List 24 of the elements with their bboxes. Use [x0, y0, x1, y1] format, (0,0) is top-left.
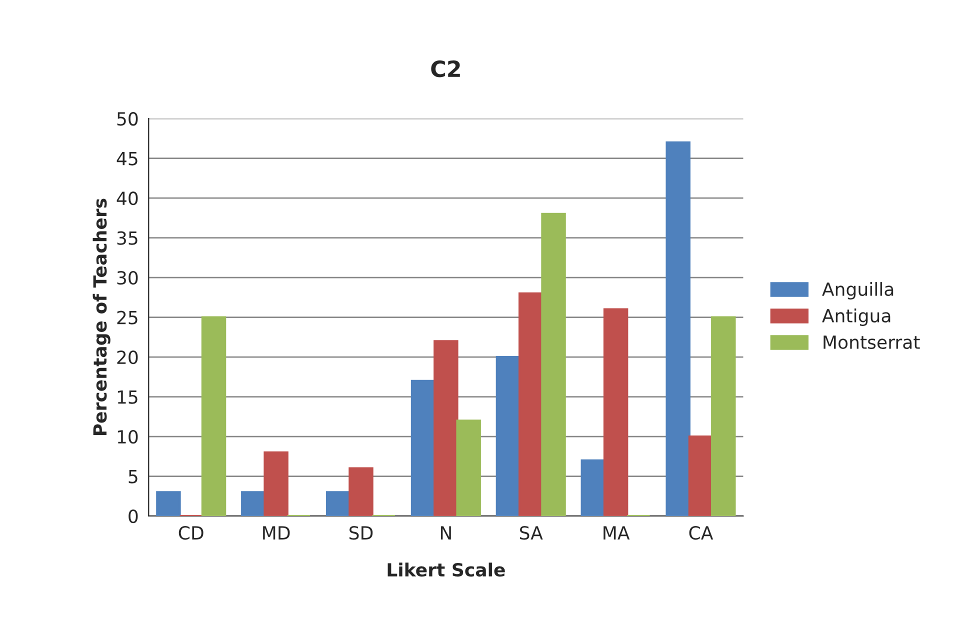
legend-label: Antigua: [822, 308, 890, 326]
y-tick-label: 30: [117, 271, 138, 285]
x-axis-title: Likert Scale: [388, 562, 505, 577]
x-tick-label: SD: [350, 526, 373, 540]
x-tick-label: MA: [604, 526, 630, 540]
y-tick-label: 45: [116, 152, 138, 166]
y-tick-label: 35: [117, 231, 138, 245]
x-tick-label: CA: [689, 526, 714, 540]
y-tick-label: 25: [117, 310, 138, 324]
y-axis-title: Percentage of Teachers: [92, 198, 110, 436]
chart-title: C2: [431, 60, 460, 78]
y-tick-label: 10: [118, 430, 138, 444]
x-tick-label: SA: [520, 526, 543, 540]
y-tick-label: 20: [117, 350, 138, 364]
x-tick-label: CD: [178, 526, 204, 540]
y-tick-label: 15: [118, 390, 138, 404]
legend-label: Anguilla: [822, 282, 894, 300]
y-tick-label: 40: [116, 192, 138, 206]
y-tick-label: 0: [128, 509, 138, 524]
y-tick-label: 50: [117, 112, 138, 126]
x-tick-label: N: [440, 526, 451, 540]
x-tick-label: MD: [263, 526, 290, 540]
y-tick-label: 5: [128, 470, 138, 484]
legend-label: Montserrat: [824, 336, 920, 350]
